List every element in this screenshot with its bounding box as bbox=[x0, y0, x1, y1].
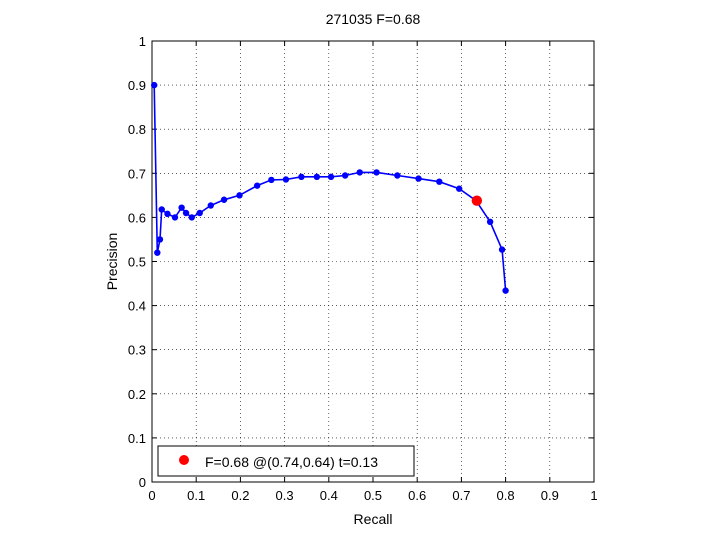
y-tick-label: 0.5 bbox=[128, 255, 146, 270]
x-axis-label: Recall bbox=[354, 511, 393, 527]
max-f-point bbox=[471, 195, 483, 206]
data-point bbox=[207, 202, 214, 209]
data-point bbox=[373, 169, 380, 176]
x-tick-label: 0.6 bbox=[408, 488, 426, 503]
data-point bbox=[327, 173, 335, 181]
data-point bbox=[236, 192, 243, 199]
data-point bbox=[486, 218, 494, 226]
data-point bbox=[282, 176, 290, 183]
data-point bbox=[188, 214, 195, 221]
data-point bbox=[394, 172, 401, 179]
grid-lines bbox=[152, 41, 594, 482]
x-tick-label: 0.5 bbox=[364, 488, 382, 503]
chart-title: 271035 F=0.68 bbox=[326, 11, 421, 27]
y-axis-label: Precision bbox=[104, 233, 120, 291]
data-point bbox=[498, 246, 506, 253]
data-point bbox=[182, 209, 190, 217]
data-point bbox=[268, 176, 275, 184]
x-tick-label: 0 bbox=[148, 488, 155, 503]
data-point bbox=[415, 175, 422, 182]
y-tick-label: 0.8 bbox=[128, 122, 146, 137]
legend: F=0.68 @(0.74,0.64) t=0.13 bbox=[157, 445, 415, 477]
x-tick-label: 0.2 bbox=[231, 488, 249, 503]
data-point bbox=[171, 214, 179, 221]
x-tick-label: 0.4 bbox=[320, 488, 338, 503]
data-point bbox=[154, 249, 161, 256]
y-tick-label: 0.6 bbox=[128, 210, 146, 225]
axis-ticks: 0 0.1 0.2 0.3 0.4 0.5 0.6 0.7 0.8 0.9 1 0 0.1 0.2 0.3 0… bbox=[128, 34, 598, 503]
legend-marker bbox=[179, 455, 189, 465]
data-point bbox=[436, 178, 443, 185]
data-point bbox=[158, 206, 165, 213]
x-tick-label: 0.3 bbox=[276, 488, 294, 503]
data-point bbox=[164, 210, 171, 218]
x-tick-label: 0.7 bbox=[452, 488, 470, 503]
data-point bbox=[502, 287, 509, 294]
x-tick-label: 0.9 bbox=[541, 488, 559, 503]
x-tick-label: 0.8 bbox=[497, 488, 515, 503]
data-point bbox=[156, 236, 164, 243]
x-tick-label: 0.1 bbox=[187, 488, 205, 503]
legend-box bbox=[157, 445, 415, 477]
y-tick-label: 0.2 bbox=[128, 387, 146, 402]
data-point bbox=[151, 81, 158, 89]
data-point bbox=[341, 172, 349, 179]
data-point bbox=[220, 196, 228, 203]
y-tick-label: 0.7 bbox=[128, 166, 146, 181]
data-point bbox=[313, 173, 321, 181]
data-point bbox=[178, 204, 185, 211]
y-tick-label: 0.4 bbox=[128, 299, 146, 314]
y-tick-label: 1 bbox=[139, 34, 146, 49]
x-tick-label: 1 bbox=[590, 488, 597, 503]
series-group bbox=[151, 81, 509, 294]
y-tick-label: 0 bbox=[139, 475, 146, 490]
y-tick-label: 0.3 bbox=[128, 343, 146, 358]
y-tick-label: 0.9 bbox=[128, 78, 146, 93]
legend-text: F=0.68 @(0.74,0.64) t=0.13 bbox=[205, 454, 378, 470]
data-point bbox=[298, 173, 305, 181]
data-point bbox=[356, 169, 363, 176]
data-point bbox=[253, 182, 261, 189]
data-point bbox=[455, 185, 463, 192]
data-point bbox=[196, 209, 203, 217]
y-tick-label: 0.1 bbox=[128, 431, 146, 446]
